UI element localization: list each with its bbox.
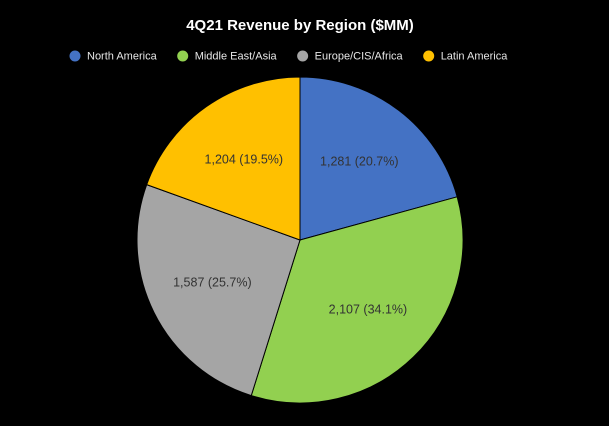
legend-label: Latin America — [441, 50, 509, 62]
pie-slice — [136, 184, 301, 397]
data-label: 1,204 (19.5%) — [205, 152, 284, 166]
data-label: 1,587 (25.7%) — [173, 276, 252, 290]
legend-swatch — [297, 50, 309, 62]
chart-title: 4Q21 Revenue by Region ($MM) — [186, 17, 414, 34]
legend-label: Middle East/Asia — [195, 50, 278, 62]
legend-swatch — [69, 50, 81, 62]
data-label: 2,107 (34.1%) — [329, 303, 408, 317]
data-label: 1,281 (20.7%) — [320, 155, 399, 169]
pie-slice — [146, 76, 301, 241]
legend-swatch — [423, 50, 435, 62]
pie-slice — [250, 196, 464, 404]
legend-label: Europe/CIS/Africa — [315, 50, 404, 62]
legend-label: North America — [87, 50, 158, 62]
legend-swatch — [177, 50, 189, 62]
pie-slice — [299, 76, 458, 241]
